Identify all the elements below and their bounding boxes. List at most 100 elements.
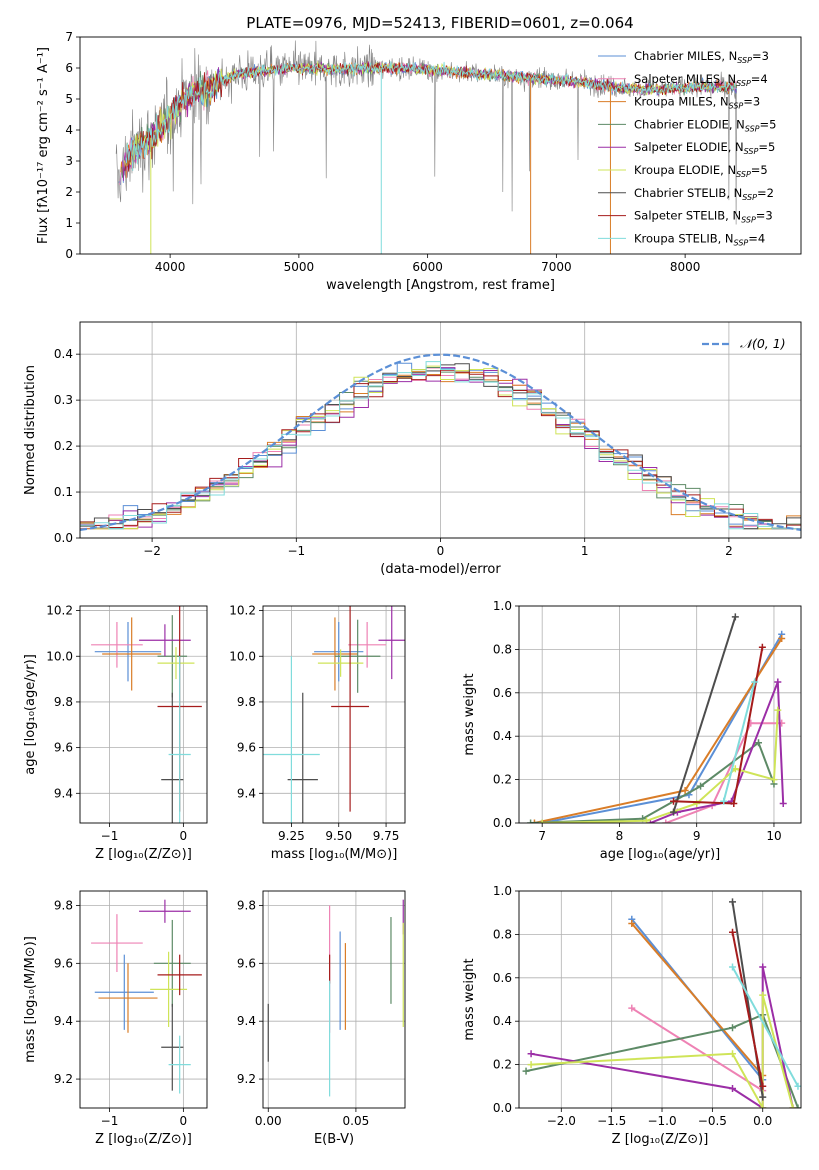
weight-marker [729, 1050, 737, 1058]
y-tick-label: 7 [65, 30, 73, 44]
x-tick-label: −1 [287, 544, 305, 558]
x-tick-label: −0.5 [698, 1114, 727, 1128]
histogram-step [80, 369, 801, 538]
panel-age-vs-mass: 9.25 9.50 9.75 9.4 9.6 9.8 10.0 10.2 mass [log₁₀… [229, 604, 406, 862]
x-tick-label: 7 [538, 829, 546, 843]
weight-marker [522, 1067, 530, 1075]
legend-subscript: SSP [736, 79, 751, 88]
x-tick-label: −1.0 [647, 1114, 676, 1128]
legend-subscript: SSP [729, 102, 744, 111]
legend-subscript: SSP [741, 216, 756, 225]
y-tick-label: 2 [65, 185, 73, 199]
weight-marker [729, 898, 737, 906]
y-tick-label: 9.6 [237, 741, 256, 755]
weight-line [534, 637, 783, 823]
x-tick-label: 0 [437, 544, 445, 558]
weight-marker [794, 1104, 801, 1108]
legend-nssp: =5 [760, 117, 777, 131]
normal-reference-curve [80, 353, 801, 531]
weight-marker [770, 776, 778, 784]
weight-marker [730, 799, 738, 807]
panel-mass-weight-vs-age: 7 8 9 10 0.0 0.2 0.4 0.6 0.8 1.0 age [log₁₀(age/yr… [462, 599, 802, 862]
legend-nssp: =2 [757, 186, 774, 200]
x-axis-label: (data-model)/error [380, 562, 501, 577]
panel-spectrum: PLATE=0976, MJD=52413, FIBERID=0601, z=0… [36, 14, 802, 293]
y-tick-label: 9.2 [54, 1072, 73, 1086]
legend-label: Kroupa STELIB, NSSP=4 [634, 231, 765, 247]
panel-residuals: −2 −1 0 1 2 0.0 0.1 0.2 0.3 0.4 (data-model)/error… [23, 321, 802, 577]
legend-label: Kroupa MILES, NSSP=3 [634, 95, 760, 111]
legend-subscript: SSP [736, 170, 751, 179]
y-tick-label: 3 [65, 154, 73, 168]
x-tick-label: 9.75 [373, 829, 400, 843]
x-axis-label: Z [log₁₀(Z/Z⊙)] [95, 847, 192, 862]
y-tick-label: 9.8 [237, 898, 256, 912]
axes-frame [79, 605, 208, 824]
y-tick-label: 1.0 [493, 884, 512, 898]
y-tick-label: 10.0 [46, 649, 73, 663]
legend-subscript: SSP [742, 193, 757, 202]
x-axis-label: wavelength [Angstrom, rest frame] [326, 278, 555, 293]
y-tick-label: 0.0 [54, 531, 73, 545]
y-tick-label: 0.6 [493, 686, 512, 700]
y-tick-label: 1 [65, 216, 73, 230]
weight-marker [729, 963, 737, 971]
weight-line [672, 616, 737, 813]
y-tick-label: 0.8 [493, 927, 512, 941]
legend-subscript: SSP [734, 238, 749, 247]
weight-marker [662, 819, 670, 823]
legend-nssp: =3 [743, 95, 760, 109]
x-tick-label: −2.0 [547, 1114, 576, 1128]
panel-mass-weight-vs-Z: −2.0 −1.5 −1.0 −0.5 0.0 0.0 0.2 0.4 0.6 0.8 1.0 Z [… [462, 884, 802, 1147]
y-tick-label: 10.0 [229, 649, 256, 663]
axes-frame [79, 36, 802, 255]
weight-marker [751, 678, 759, 686]
x-tick-label: 9.25 [278, 829, 305, 843]
y-tick-label: 0.3 [54, 393, 73, 407]
axes-frame [518, 605, 802, 824]
x-tick-label: 6000 [412, 260, 443, 274]
weight-marker [628, 1004, 636, 1012]
x-tick-label: −1 [101, 1114, 119, 1128]
x-tick-label: 0.05 [343, 1114, 370, 1128]
weight-line [722, 681, 756, 802]
y-axis-label: mass weight [462, 958, 477, 1040]
legend-label: Salpeter ELODIE, NSSP=5 [634, 140, 775, 156]
x-axis-label: Z [log₁₀(Z/Z⊙)] [612, 1132, 709, 1147]
weight-marker [527, 819, 535, 823]
legend-nssp: =5 [758, 140, 775, 154]
weight-marker [755, 739, 763, 747]
panel-mass-vs-EBV: 0.00 0.05 9.2 9.4 9.6 9.8 E(B-V) [237, 890, 406, 1147]
legend-series-name: Chabrier STELIB, N [634, 186, 742, 200]
weight-marker [789, 1104, 797, 1108]
y-tick-label: 9.4 [237, 1014, 256, 1028]
y-tick-label: 0.4 [54, 347, 73, 361]
legend-label: Salpeter MILES, NSSP=4 [634, 72, 768, 88]
weight-line [530, 966, 794, 1108]
legend-nssp: =4 [748, 231, 765, 245]
weight-marker [527, 1050, 535, 1058]
y-axis-label: Normed distribution [23, 365, 38, 495]
weight-line [731, 932, 764, 1087]
legend-series-name: Chabrier ELODIE, N [634, 117, 745, 131]
weight-marker [778, 635, 786, 643]
legend-series-name: Kroupa MILES, N [634, 95, 729, 109]
weight-marker [759, 963, 767, 971]
y-tick-label: 0.1 [54, 485, 73, 499]
x-axis-label: E(B-V) [314, 1132, 354, 1147]
x-tick-label: 9.50 [325, 829, 352, 843]
x-tick-label: 0.0 [753, 1114, 772, 1128]
legend-label: Kroupa ELODIE, NSSP=5 [634, 163, 768, 179]
weight-line [531, 994, 794, 1108]
legend-label: Chabrier MILES, NSSP=3 [634, 49, 769, 65]
y-tick-label: 0 [65, 247, 73, 261]
weight-line [542, 710, 779, 823]
weight-marker [729, 928, 737, 936]
x-axis-label: mass [log₁₀(M/M⊙)] [271, 847, 398, 862]
x-tick-label: 2 [725, 544, 733, 558]
y-tick-label: 10.2 [229, 604, 256, 618]
y-tick-label: 0.2 [54, 439, 73, 453]
weight-marker [759, 991, 767, 999]
legend-subscript: SSP [737, 56, 752, 65]
